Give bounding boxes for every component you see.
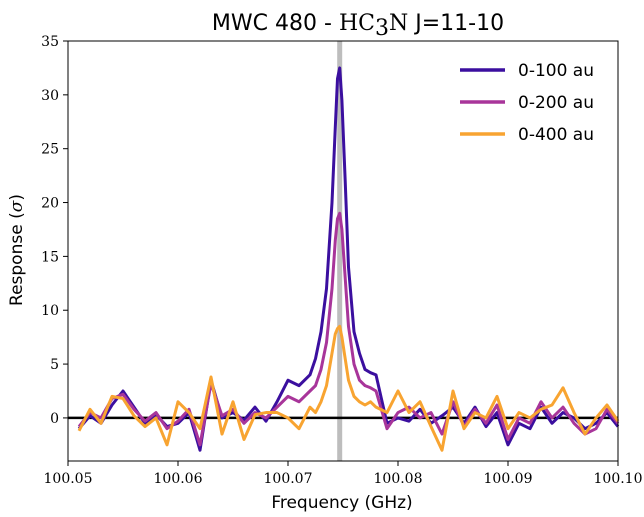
x-tick-label: 100.05 [44,471,93,487]
legend-label-3: 0-400 au [518,125,594,145]
y-tick-label: 15 [41,249,59,265]
x-tick-label: 100.10 [594,471,643,487]
y-tick-label: 35 [41,34,59,50]
y-tick-label: 10 [41,303,59,319]
legend-label-2: 0-200 au [518,93,594,113]
series-line-2 [77,211,620,447]
chart-title: MWC 480 - HC3N J=11-10 [212,11,504,41]
plot-area: 100.05 100.06 100.07 100.08 100.09 100.10 0 5 10… [41,34,642,487]
plot-frame [67,40,619,462]
series-line-1 [77,66,620,452]
y-tick-label: 0 [50,411,59,427]
x-tick-label: 100.06 [154,471,203,487]
y-tick-label: 5 [50,357,59,373]
x-axis-label: Frequency (GHz) [271,493,412,513]
y-tick-label: 20 [41,196,59,212]
legend: 0-100 au 0-200 au 0-400 au [460,61,594,145]
y-tick-label: 30 [41,88,59,104]
series-line-3 [77,324,620,452]
y-axis-label: Response (σ) [7,194,27,306]
legend-label-1: 0-100 au [518,61,594,81]
x-tick-label: 100.08 [374,471,423,487]
y-tick-label: 25 [41,142,59,158]
x-tick-label: 100.07 [264,471,313,487]
x-tick-label: 100.09 [484,471,533,487]
